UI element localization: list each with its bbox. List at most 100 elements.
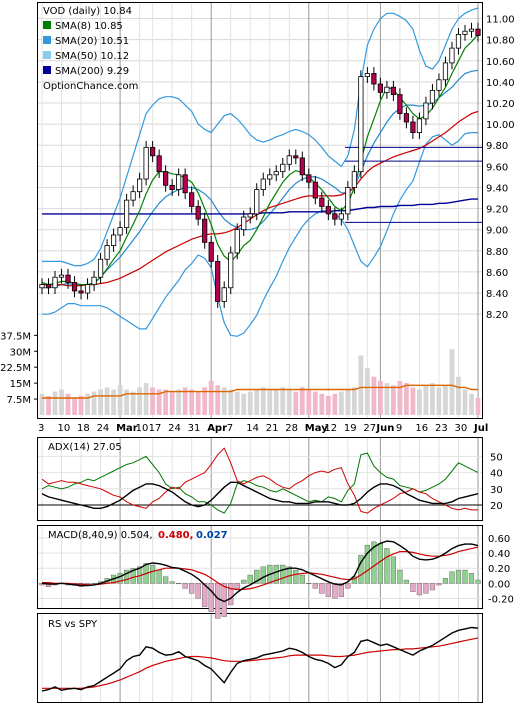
time-tick-label: 3	[38, 423, 44, 434]
macd-line	[41, 540, 479, 603]
macd-histogram-bar	[345, 583, 351, 589]
candle-body	[163, 171, 169, 186]
volume-bar	[312, 391, 318, 415]
volume-bar	[124, 389, 129, 415]
macd-histogram-bar	[176, 583, 182, 585]
macd-histogram-bar	[273, 564, 279, 584]
macd-hist-label: 0.027	[196, 530, 228, 541]
macd-histogram-bar	[332, 583, 338, 599]
candle-body	[176, 174, 182, 190]
macd-histogram-bar	[156, 569, 162, 584]
candle-body	[397, 94, 403, 114]
macd-panel-frame	[37, 525, 483, 609]
candle-body	[110, 234, 117, 246]
ticker-label: VOD (daily) 10.84	[43, 6, 132, 17]
candle-body	[351, 171, 357, 188]
volume-bar	[254, 389, 260, 415]
price-panel-frame	[37, 2, 483, 419]
rs-label: RS vs SPY	[48, 619, 98, 630]
volume-bar	[202, 387, 208, 415]
volume-bar	[293, 391, 299, 415]
volume-bar	[117, 385, 123, 415]
price-legend: VOD (daily) 10.84 SMA(8) 10.85 SMA(20) 1…	[43, 6, 138, 92]
volume-tick-label: 22.5M	[0, 363, 31, 374]
macd-histogram-bar	[475, 579, 481, 584]
volume-bar	[436, 387, 442, 415]
legend-sma50: SMA(50) 10.12	[55, 51, 129, 62]
volume-bar	[423, 385, 429, 415]
candle-body	[39, 284, 45, 289]
candle-body	[429, 89, 436, 104]
macd-tick-label: -0.20	[488, 594, 514, 605]
macd-histogram-bar	[260, 566, 266, 584]
candle-body	[312, 181, 318, 199]
price-tick-label: 10.60	[486, 57, 515, 68]
volume-bar	[78, 395, 84, 415]
time-tick-label: 31	[188, 423, 201, 434]
time-tick-label: 30	[454, 423, 467, 434]
bollinger-upper-line	[42, 7, 479, 267]
macd-histogram-bar	[182, 583, 188, 589]
volume-bar	[417, 389, 422, 415]
candle-body	[371, 73, 377, 85]
candle-body	[58, 274, 65, 278]
time-tick-label: 14	[246, 423, 259, 434]
macd-histogram-bar	[208, 583, 214, 612]
volume-bar	[391, 385, 396, 415]
macd-histogram-bar	[468, 573, 475, 584]
macd-histogram-bar	[377, 543, 383, 584]
rs-line	[41, 626, 479, 692]
candle-body	[306, 174, 312, 183]
adx-tick-label: 50	[490, 452, 503, 463]
adx-tick-label: 20	[490, 501, 503, 512]
volume-bar	[98, 389, 103, 415]
macd-histogram-bar	[117, 573, 123, 584]
macd-histogram-bar	[254, 569, 260, 584]
macd-histogram-bar	[202, 583, 208, 607]
volume-tick-label: 37.5M	[0, 331, 31, 342]
volume-bar	[469, 393, 474, 415]
macd-histogram-bar	[462, 569, 468, 584]
candle-body	[364, 73, 370, 78]
volume-bar	[410, 387, 416, 415]
volume-bar	[52, 391, 58, 415]
volume-bar	[143, 383, 149, 415]
candle-body	[202, 218, 208, 243]
candle-body	[455, 33, 462, 49]
candle-body	[325, 206, 331, 215]
macd-tick-label: 0.60	[488, 534, 510, 545]
adx-panel-frame	[37, 437, 483, 521]
candle-body	[260, 178, 266, 190]
macd-histogram-bar	[91, 583, 97, 585]
candle-body	[241, 216, 247, 231]
macd-histogram-bar	[455, 569, 462, 584]
candle-body	[423, 102, 429, 120]
candle-body	[182, 174, 188, 194]
price-tick-label: 9.80	[486, 141, 508, 152]
candle-body	[286, 155, 292, 165]
time-tick-label: Apr	[207, 423, 227, 434]
macd-histogram-bar	[45, 583, 52, 587]
volume-bar	[59, 389, 64, 415]
macd-histogram-bar	[299, 574, 305, 584]
candle-body	[97, 258, 104, 278]
time-tick-label: 12	[324, 423, 337, 434]
macd-histogram-bar	[371, 541, 377, 584]
candle-body	[208, 241, 214, 262]
candle-body	[449, 47, 455, 64]
volume-bar	[85, 393, 90, 415]
volume-bar	[397, 381, 403, 415]
volume-bar	[234, 391, 240, 415]
macd-histogram-bar	[397, 569, 403, 584]
volume-bar	[430, 383, 435, 415]
macd-histogram-bar	[416, 583, 423, 596]
time-tick-label: 18	[77, 423, 90, 434]
macd-histogram-bar	[358, 554, 364, 584]
candle-body	[123, 199, 130, 228]
time-tick-label: Jun	[375, 423, 394, 434]
price-tick-label: 10.00	[486, 120, 515, 131]
volume-bar	[377, 381, 383, 415]
candle-body	[84, 284, 91, 294]
volume-bar	[176, 389, 182, 415]
